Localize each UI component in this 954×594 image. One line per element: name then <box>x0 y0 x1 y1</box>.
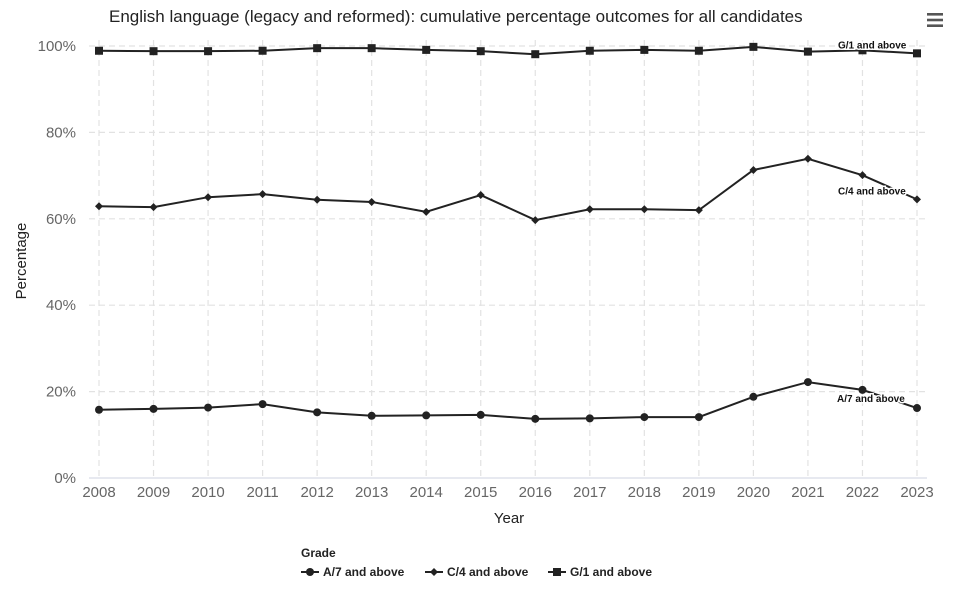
data-point <box>95 46 103 55</box>
data-point <box>531 50 540 59</box>
legend-item-c4[interactable]: C/4 and above <box>425 565 528 579</box>
data-point <box>149 203 158 212</box>
data-point <box>476 47 485 56</box>
data-point <box>803 378 812 387</box>
legend-item-g1[interactable]: G/1 and above <box>548 565 652 579</box>
data-point <box>258 190 267 199</box>
x-tick-label: 2023 <box>900 484 933 501</box>
x-tick-label: 2016 <box>519 484 552 501</box>
data-point <box>258 46 267 55</box>
x-tick-label: 2012 <box>300 484 333 501</box>
data-point <box>749 42 758 51</box>
y-axis-title: Percentage <box>13 223 30 300</box>
legend-circle-marker-icon <box>301 568 319 576</box>
data-point <box>313 408 322 417</box>
data-point <box>640 413 649 422</box>
data-point <box>640 205 649 214</box>
chart-title: English language (legacy and reformed): … <box>109 7 803 26</box>
legend-square-marker-icon <box>548 568 566 576</box>
data-point <box>422 45 431 54</box>
data-point <box>313 44 322 53</box>
x-tick-label: 2011 <box>246 484 278 501</box>
data-point <box>585 46 594 55</box>
data-point <box>258 400 267 409</box>
legend-title: Grade <box>301 546 336 560</box>
data-point <box>694 413 703 422</box>
data-point <box>95 405 103 414</box>
x-tick-label: 2013 <box>355 484 388 501</box>
x-tick-label: 2017 <box>573 484 606 501</box>
data-point <box>95 202 103 211</box>
data-point <box>749 165 758 174</box>
legend-diamond-marker-icon <box>425 568 443 576</box>
data-point <box>858 46 867 55</box>
data-point <box>204 47 213 56</box>
line-chart: 0% 20% 40% 60% 80% 100% 2008 2009 2010 2011 2012 20… <box>13 38 934 527</box>
data-point <box>476 410 485 419</box>
data-point <box>367 44 376 53</box>
x-tick-label: 2019 <box>682 484 715 501</box>
data-point <box>803 47 812 56</box>
data-point <box>313 195 322 204</box>
data-point <box>913 404 921 413</box>
series-end-label: A/7 and above <box>837 394 905 405</box>
data-point <box>694 206 703 215</box>
x-tick-label: 2015 <box>464 484 497 501</box>
series-line <box>98 157 918 222</box>
series-line <box>98 381 918 420</box>
legend-label: A/7 and above <box>323 565 405 579</box>
y-tick-label: 80% <box>46 124 76 141</box>
data-point <box>204 193 213 202</box>
data-point <box>749 392 758 401</box>
y-tick-label: 20% <box>46 384 76 401</box>
data-point <box>803 154 812 163</box>
data-point <box>585 205 594 214</box>
data-point <box>531 216 540 225</box>
series-end-label: C/4 and above <box>838 186 906 197</box>
x-tick-label: 2022 <box>846 484 879 501</box>
y-tick-label: 60% <box>46 211 76 228</box>
series-line <box>98 45 918 56</box>
data-point <box>422 411 431 420</box>
legend-item-a7[interactable]: A/7 and above <box>301 565 404 579</box>
x-tick-label: 2009 <box>137 484 170 501</box>
data-point <box>149 47 158 56</box>
data-point <box>367 411 376 420</box>
x-tick-label: 2018 <box>628 484 661 501</box>
legend-label: G/1 and above <box>570 565 653 579</box>
data-point <box>149 404 158 413</box>
data-point <box>476 191 485 200</box>
y-tick-label: 40% <box>46 297 76 314</box>
data-point <box>531 414 540 423</box>
x-tick-label: 2020 <box>737 484 770 501</box>
x-tick-label: 2014 <box>410 484 443 501</box>
data-point <box>367 197 376 206</box>
data-point <box>422 207 431 216</box>
data-point <box>858 385 867 394</box>
series-end-label: G/1 and above <box>838 40 907 51</box>
x-tick-label: 2021 <box>791 484 824 501</box>
data-point <box>694 46 703 55</box>
data-point <box>585 414 594 423</box>
x-axis-title: Year <box>494 510 524 527</box>
y-tick-label: 100% <box>38 38 76 55</box>
legend-label: C/4 and above <box>447 565 529 579</box>
data-point <box>640 45 649 54</box>
data-point <box>204 403 213 412</box>
data-point <box>913 195 921 204</box>
hamburger-menu-icon[interactable] <box>926 11 944 29</box>
x-tick-label: 2008 <box>82 484 115 501</box>
y-tick-label: 0% <box>54 470 76 487</box>
data-point <box>913 49 921 58</box>
data-point <box>858 171 867 180</box>
x-tick-label: 2010 <box>191 484 224 501</box>
